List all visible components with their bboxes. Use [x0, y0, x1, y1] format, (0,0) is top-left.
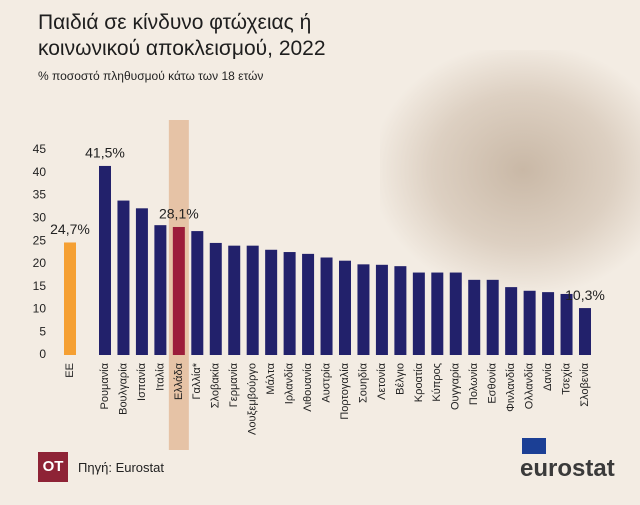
x-tick-label: Σουηδία — [357, 362, 369, 403]
bar — [172, 226, 185, 355]
x-tick-label: Ιρλανδία — [284, 362, 296, 404]
bar — [320, 257, 333, 355]
y-tick-label: 30 — [33, 211, 47, 225]
y-tick-label: 45 — [33, 142, 47, 156]
y-tick-label: 35 — [33, 188, 47, 202]
bar — [135, 208, 148, 355]
chart-subtitle: % ποσοστό πληθυσμού κάτω των 18 ετών — [38, 69, 264, 83]
source: Πηγή: Eurostat — [78, 460, 164, 475]
x-tick-label: Βέλγιο — [394, 363, 406, 395]
y-tick-label: 20 — [33, 256, 47, 270]
bar — [560, 293, 573, 355]
bar — [579, 308, 591, 355]
y-tick-label: 40 — [33, 165, 47, 179]
x-tick-label: ΕΕ — [64, 363, 76, 378]
y-tick-label: 0 — [39, 347, 46, 361]
bar — [505, 287, 518, 355]
x-tick-label: Δανία — [542, 362, 554, 391]
bar — [302, 253, 315, 355]
bar — [375, 264, 388, 355]
value-label: 10,3% — [565, 287, 605, 303]
bar — [468, 279, 481, 355]
bar — [209, 242, 222, 355]
y-tick-label: 10 — [33, 302, 47, 316]
x-tick-label: Λετονία — [376, 362, 388, 400]
bar — [64, 242, 76, 355]
x-tick-label: Εσθονία — [487, 362, 499, 403]
bar — [431, 272, 444, 355]
x-tick-label: Ολλανδία — [524, 362, 536, 409]
x-tick-label: Σλοβενία — [579, 362, 591, 406]
x-tick-label: Ιταλία — [154, 362, 166, 391]
x-tick-label: Ρουμανία — [99, 362, 111, 409]
bar — [542, 292, 555, 355]
chart-title: Παιδιά σε κίνδυνο φτώχειας ή κοινωνικού … — [38, 11, 326, 60]
bar — [191, 231, 204, 355]
x-tick-label: Βουλγαρία — [117, 362, 129, 415]
bar — [228, 245, 241, 355]
bar — [486, 279, 499, 355]
x-tick-label: Λουξεμβούργο — [247, 363, 259, 435]
x-tick-label: Ελλάδα — [173, 362, 185, 400]
bar — [523, 290, 536, 355]
bar — [99, 165, 111, 355]
x-tick-label: Γερμανία — [228, 362, 240, 407]
bar — [265, 249, 278, 355]
x-tick-label: Ουγγαρία — [450, 362, 462, 410]
x-tick-label: Γαλλία* — [191, 362, 203, 399]
y-tick-label: 15 — [33, 279, 47, 293]
x-tick-label: Φινλανδία — [505, 362, 517, 411]
x-tick-label: Λιθουανία — [302, 362, 314, 411]
bar — [246, 245, 259, 355]
bar — [154, 225, 167, 355]
x-tick-label: Ισπανία — [136, 362, 148, 401]
brand: eurostat — [520, 455, 615, 482]
bar — [412, 272, 425, 355]
x-tick-label: Πολωνία — [468, 362, 480, 405]
x-tick-label: Τσεχία — [560, 362, 572, 394]
value-label: 41,5% — [85, 145, 125, 161]
bar — [283, 252, 296, 355]
value-label: 24,7% — [50, 221, 90, 237]
bar — [449, 272, 462, 355]
y-tick-label: 25 — [33, 233, 47, 247]
value-label: 28,1% — [159, 206, 199, 222]
x-tick-label: Αυστρία — [320, 362, 332, 402]
logo: OT — [38, 452, 68, 482]
x-tick-label: Κύπρος — [431, 363, 443, 402]
x-tick-label: Μάλτα — [265, 362, 277, 394]
background-photo — [380, 50, 640, 290]
bar — [357, 264, 370, 355]
x-tick-label: Πορτογαλία — [339, 362, 351, 419]
bar — [339, 260, 351, 355]
x-tick-label: Σλοβακία — [210, 362, 222, 408]
bar — [117, 200, 130, 355]
bar — [394, 266, 407, 355]
y-tick-label: 5 — [39, 324, 46, 338]
x-tick-label: Κροατία — [413, 362, 425, 402]
eu-flag — [522, 438, 546, 454]
